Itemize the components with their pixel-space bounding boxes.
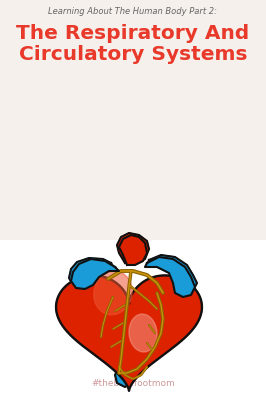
Ellipse shape bbox=[94, 271, 132, 315]
Text: Learning About The Human Body Part 2:: Learning About The Human Body Part 2: bbox=[48, 7, 218, 16]
Polygon shape bbox=[56, 276, 202, 391]
Polygon shape bbox=[71, 259, 119, 289]
Polygon shape bbox=[115, 363, 133, 387]
Text: #thebarefootmom: #thebarefootmom bbox=[91, 379, 175, 388]
Text: The Respiratory And: The Respiratory And bbox=[16, 24, 250, 43]
Bar bbox=[0, 0, 266, 240]
Polygon shape bbox=[117, 233, 149, 263]
Bar bbox=[0, 240, 266, 400]
Text: Circulatory Systems: Circulatory Systems bbox=[19, 45, 247, 64]
Polygon shape bbox=[145, 257, 195, 297]
Polygon shape bbox=[69, 258, 115, 287]
Polygon shape bbox=[119, 235, 147, 265]
Polygon shape bbox=[147, 255, 197, 293]
Ellipse shape bbox=[129, 314, 157, 352]
